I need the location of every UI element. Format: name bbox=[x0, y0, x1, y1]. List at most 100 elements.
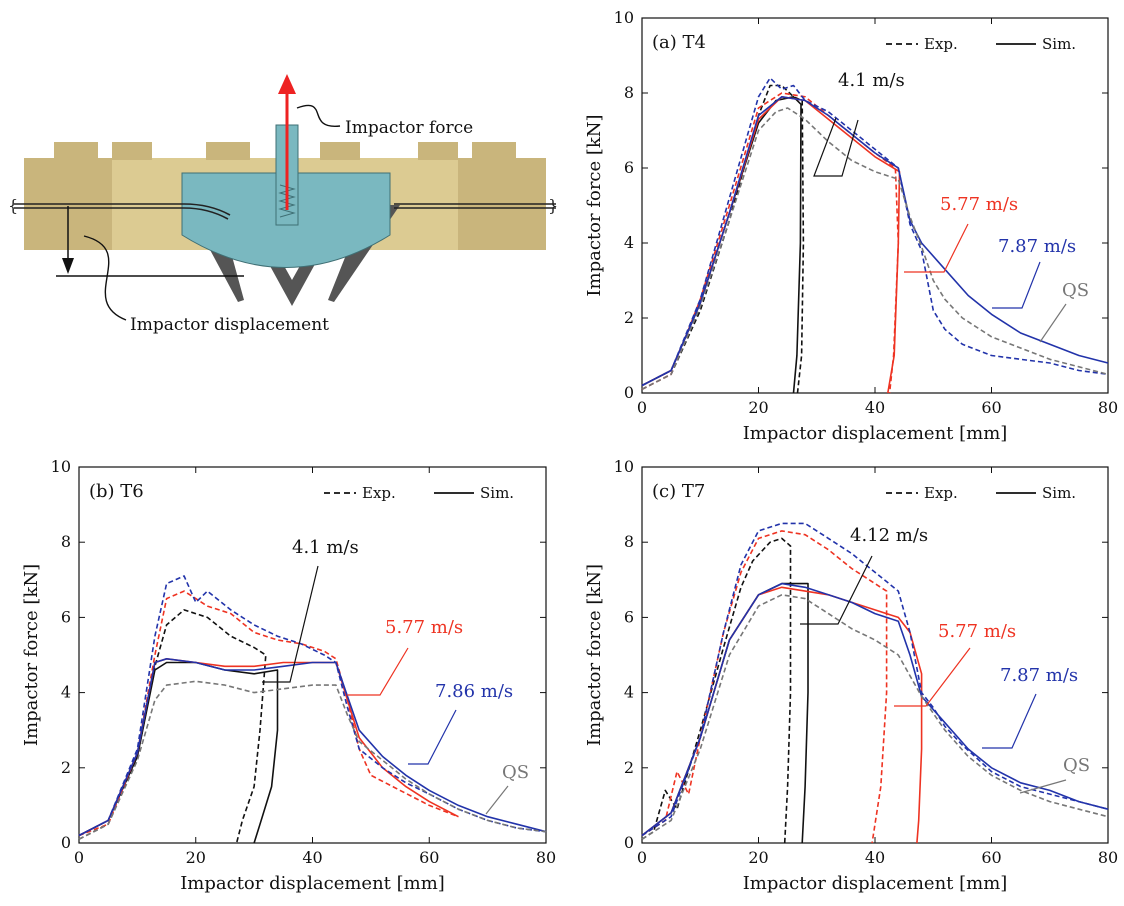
series-line-v1-exp bbox=[78, 609, 267, 844]
x-tick-label: 40 bbox=[865, 398, 885, 417]
x-tick-label: 0 bbox=[74, 848, 84, 867]
series-line-v2-exp bbox=[641, 530, 888, 844]
series-line-v3-sim bbox=[641, 582, 1109, 837]
legend-exp-label: Exp. bbox=[924, 484, 958, 502]
y-tick-label: 2 bbox=[61, 758, 71, 777]
y-tick-label: 0 bbox=[624, 383, 634, 402]
force-label: Impactor force bbox=[345, 118, 473, 138]
x-tick-label: 20 bbox=[748, 848, 768, 867]
x-tick-label: 60 bbox=[981, 398, 1001, 417]
series-line-v1-exp bbox=[641, 537, 792, 844]
annotation-leader bbox=[262, 565, 319, 683]
series-line-v3-sim bbox=[78, 657, 547, 837]
frame-tooth bbox=[206, 142, 250, 160]
frame-tooth bbox=[472, 142, 516, 160]
annotation-leader bbox=[894, 647, 971, 707]
shaft-thread bbox=[278, 184, 296, 218]
y-tick-label: 2 bbox=[624, 758, 634, 777]
annotation-label: 7.87 m/s bbox=[998, 236, 1076, 257]
force-arrow-head bbox=[278, 74, 296, 94]
membrane-line bbox=[14, 207, 229, 220]
annotation-leader bbox=[800, 555, 873, 625]
series-line-v3-exp bbox=[641, 522, 1109, 837]
y-axis-label: Impactor force [kN] bbox=[584, 564, 605, 746]
frame-tooth bbox=[320, 142, 360, 160]
x-tick-label: 80 bbox=[1098, 848, 1118, 867]
membrane-line bbox=[14, 203, 231, 216]
annotation-leader bbox=[813, 117, 859, 177]
series-line-v3-sim bbox=[641, 96, 1109, 387]
annotation-leader bbox=[347, 647, 409, 696]
y-tick-label: 2 bbox=[624, 308, 634, 327]
frame-tooth bbox=[112, 142, 152, 160]
y-tick-label: 4 bbox=[624, 233, 634, 252]
series-line-v2-sim bbox=[78, 657, 459, 837]
displacement-label: Impactor displacement bbox=[130, 315, 329, 335]
annotation-label: 7.86 m/s bbox=[435, 681, 513, 702]
y-axis-label: Impactor force [kN] bbox=[584, 114, 605, 296]
plot-frame bbox=[78, 466, 547, 844]
annotation-leader bbox=[982, 693, 1037, 749]
y-tick-label: 0 bbox=[624, 833, 634, 852]
series-line-v2-sim bbox=[641, 586, 923, 844]
x-tick-label: 80 bbox=[1098, 398, 1118, 417]
y-tick-label: 8 bbox=[61, 532, 71, 551]
x-axis-label: Impactor displacement [mm] bbox=[743, 423, 1008, 444]
chart-panel-c: 0 20 40 60 80 0 2 4 6 8 10 Impactor displacement [m… bbox=[584, 457, 1118, 894]
series-line-v1-exp bbox=[641, 84, 805, 394]
series-line-v1-sim bbox=[78, 661, 279, 844]
chart-title: (b) T6 bbox=[89, 481, 144, 502]
series-line-v3-exp bbox=[78, 575, 547, 837]
displacement-arrow-head bbox=[62, 258, 74, 274]
x-tick-label: 60 bbox=[419, 848, 439, 867]
impact-test-schematic: { } Impactor force Impactor displacement bbox=[8, 74, 558, 335]
annotation-label: 4.12 m/s bbox=[850, 525, 928, 546]
x-tick-label: 0 bbox=[637, 848, 647, 867]
annotation-label: QS bbox=[1063, 755, 1090, 776]
annotation-label: QS bbox=[1062, 280, 1089, 301]
series-line-qs-exp bbox=[78, 680, 547, 840]
frame-tooth bbox=[54, 142, 98, 160]
y-tick-label: 10 bbox=[51, 457, 71, 476]
y-tick-label: 6 bbox=[624, 607, 634, 626]
chart-title: (c) T7 bbox=[652, 481, 705, 502]
x-tick-label: 20 bbox=[186, 848, 206, 867]
y-tick-label: 8 bbox=[624, 532, 634, 551]
break-mark: { bbox=[8, 196, 18, 215]
annotation-label: 5.77 m/s bbox=[940, 194, 1018, 215]
annotation-label: 4.1 m/s bbox=[838, 70, 905, 91]
legend-exp-label: Exp. bbox=[362, 484, 396, 502]
y-tick-label: 8 bbox=[624, 83, 634, 102]
series-line-qs-exp bbox=[641, 593, 1109, 840]
y-tick-label: 4 bbox=[61, 683, 71, 702]
annotation-leader bbox=[485, 785, 509, 815]
legend-sim-label: Sim. bbox=[1042, 484, 1076, 502]
annotation-label: QS bbox=[502, 762, 529, 783]
break-mark: } bbox=[548, 196, 558, 215]
annotation-leader bbox=[904, 223, 969, 273]
x-axis-label: Impactor displacement [mm] bbox=[743, 873, 1008, 894]
annotation-leader bbox=[408, 709, 457, 765]
y-tick-label: 4 bbox=[624, 683, 634, 702]
x-axis-label: Impactor displacement [mm] bbox=[180, 873, 445, 894]
chart-title: (a) T4 bbox=[652, 32, 706, 53]
series-line-v1-sim bbox=[641, 582, 809, 844]
annotation-leader bbox=[1019, 779, 1067, 794]
annotation-label: 5.77 m/s bbox=[938, 621, 1016, 642]
x-tick-label: 40 bbox=[302, 848, 322, 867]
series-line-qs-exp bbox=[641, 107, 1109, 391]
y-tick-label: 0 bbox=[61, 833, 71, 852]
y-tick-label: 6 bbox=[61, 607, 71, 626]
x-tick-label: 40 bbox=[865, 848, 885, 867]
series-line-v3-exp bbox=[641, 77, 1109, 387]
y-tick-label: 6 bbox=[624, 158, 634, 177]
chart-panel-a: 0 20 40 60 80 0 2 4 6 8 10 Impactor displacement [m… bbox=[584, 8, 1118, 444]
x-tick-label: 80 bbox=[536, 848, 556, 867]
y-axis-label: Impactor force [kN] bbox=[21, 564, 42, 746]
annotation-leader bbox=[1039, 303, 1067, 343]
legend-sim-label: Sim. bbox=[1042, 35, 1076, 53]
annotation-label: 7.87 m/s bbox=[1000, 665, 1078, 686]
annotation-label: 4.1 m/s bbox=[292, 537, 359, 558]
y-tick-label: 10 bbox=[614, 8, 634, 27]
